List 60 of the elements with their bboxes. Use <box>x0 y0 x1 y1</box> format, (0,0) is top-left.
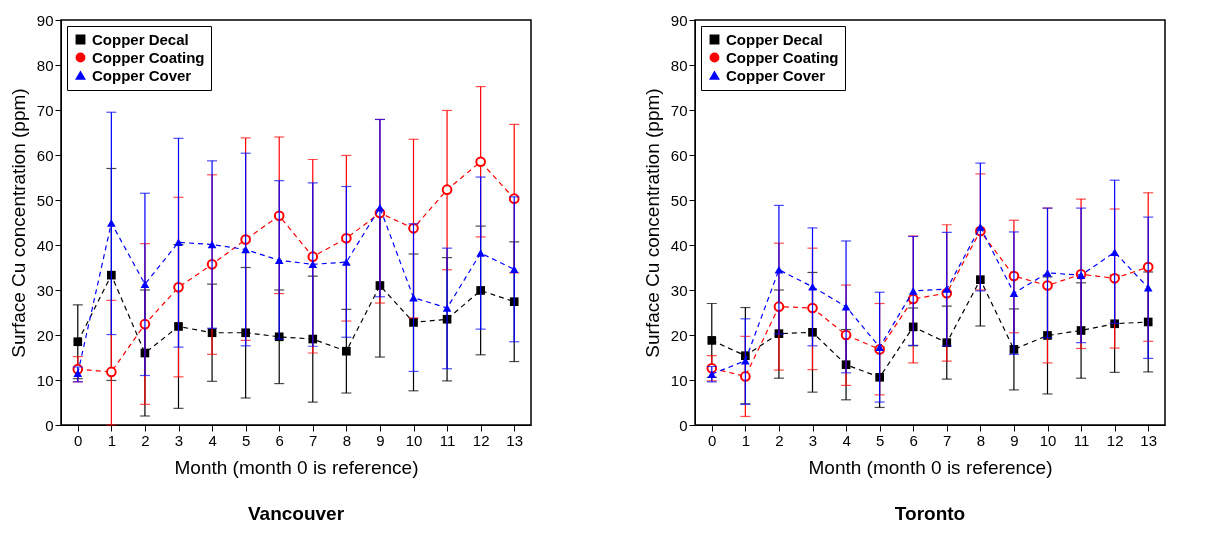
x-tick-label: 3 <box>174 431 184 449</box>
x-tick-label: 2 <box>775 431 784 449</box>
x-tick-label: 3 <box>808 431 818 449</box>
y-tick-label: 80 <box>36 56 54 74</box>
y-tick-label: 10 <box>670 371 688 389</box>
y-tick-label: 60 <box>670 146 688 164</box>
x-tick-label: 12 <box>1106 431 1124 449</box>
x-tick-label: 10 <box>1039 431 1057 449</box>
y-tick-label: 10 <box>36 371 54 389</box>
y-tick-label: 20 <box>670 326 688 344</box>
x-tick-label: 9 <box>376 431 385 449</box>
y-tick-label: 40 <box>36 236 54 254</box>
y-tick-label: 30 <box>670 281 688 299</box>
y-tick-label: 40 <box>670 236 688 254</box>
y-tick-label: 30 <box>36 281 54 299</box>
x-tick-label: 11 <box>439 431 456 449</box>
legend-label: Copper Decal <box>92 30 189 48</box>
x-tick-label: 5 <box>241 431 251 449</box>
legend-label: Copper Coating <box>92 48 205 66</box>
legend-label: Copper Cover <box>726 66 826 84</box>
x-tick-label: 6 <box>275 431 284 449</box>
x-tick-label: 5 <box>875 431 885 449</box>
x-tick-label: 1 <box>107 431 117 449</box>
x-tick-label: 4 <box>208 431 217 449</box>
x-tick-label: 6 <box>909 431 918 449</box>
x-tick-label: 9 <box>1010 431 1019 449</box>
x-tick-label: 0 <box>74 431 83 449</box>
y-axis-title: Surface Cu concentration (ppm) <box>641 88 663 358</box>
y-tick-label: 20 <box>36 326 54 344</box>
x-tick-label: 11 <box>1073 431 1090 449</box>
y-tick-label: 50 <box>36 191 54 209</box>
x-tick-label: 8 <box>342 431 352 449</box>
legend-label: Copper Decal <box>726 30 823 48</box>
x-tick-label: 0 <box>708 431 717 449</box>
x-tick-label: 13 <box>1140 431 1158 449</box>
y-tick-label: 80 <box>670 56 688 74</box>
x-tick-label: 13 <box>506 431 524 449</box>
text: Vancouver <box>247 503 345 524</box>
y-tick-label: 60 <box>36 146 54 164</box>
y-tick-label: 0 <box>45 416 54 434</box>
x-axis-title: Month (month 0 is reference) <box>808 456 1053 478</box>
x-tick-label: 10 <box>405 431 423 449</box>
y-tick-label: 90 <box>670 11 688 29</box>
legend-label: Copper Coating <box>726 48 839 66</box>
x-tick-label: 2 <box>141 431 150 449</box>
x-tick-label: 7 <box>943 431 952 449</box>
x-tick-label: 12 <box>472 431 490 449</box>
y-tick-label: 90 <box>36 11 54 29</box>
y-axis-title: Surface Cu concentration (ppm) <box>7 88 29 358</box>
x-tick-label: 1 <box>741 431 751 449</box>
x-tick-label: 8 <box>976 431 986 449</box>
y-tick-label: 50 <box>670 191 688 209</box>
y-tick-label: 0 <box>679 416 688 434</box>
y-tick-label: 70 <box>670 101 688 119</box>
text: Toronto <box>894 503 966 524</box>
x-tick-label: 7 <box>309 431 318 449</box>
x-tick-label: 4 <box>842 431 851 449</box>
legend-label: Copper Cover <box>92 66 192 84</box>
y-tick-label: 70 <box>36 101 54 119</box>
x-axis-title: Month (month 0 is reference) <box>174 456 419 478</box>
